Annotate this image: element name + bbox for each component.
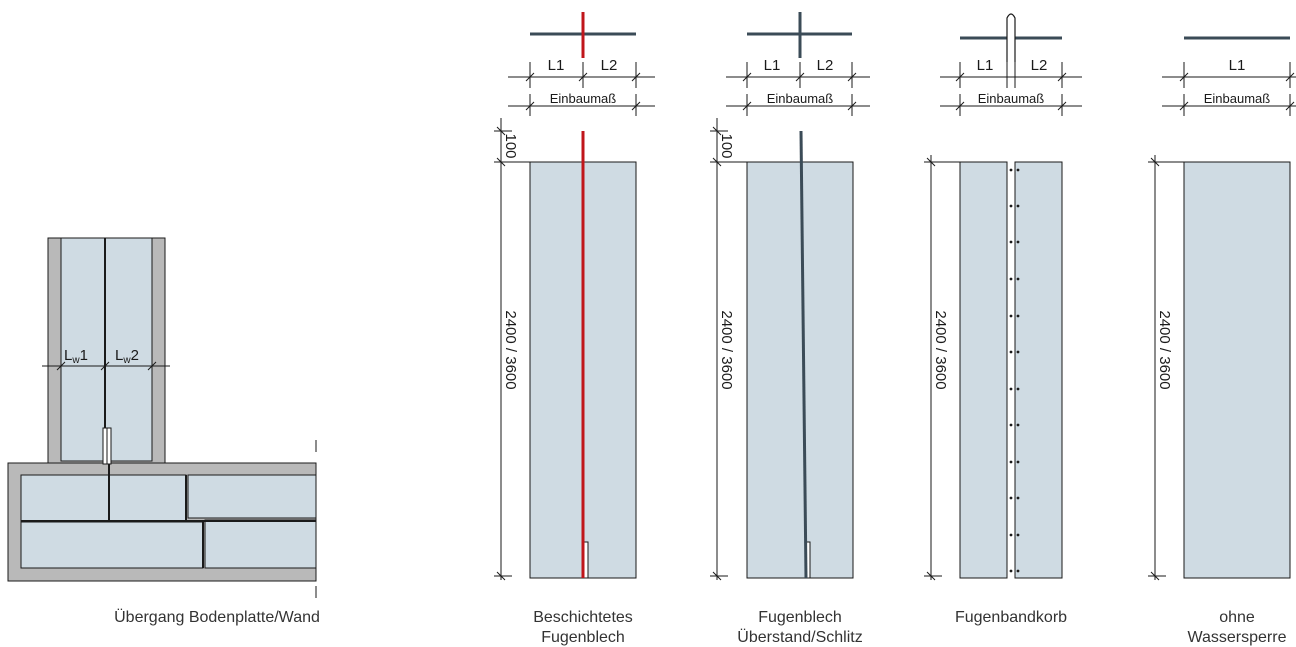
slab-element — [204, 519, 317, 569]
variant-caption: Fugenbandkorb — [955, 609, 1067, 626]
variant-caption: Überstand/Schlitz — [737, 628, 862, 646]
l2-label: L2 — [601, 57, 618, 74]
panel-height-label: 2400 / 3600 — [1156, 310, 1173, 389]
joint-sheet — [799, 130, 808, 579]
lw1-label: Lw1 — [64, 347, 88, 366]
panel-height-label: 2400 / 3600 — [932, 310, 949, 389]
slab-element — [20, 521, 204, 569]
variant-caption: Wassersperre — [1188, 629, 1287, 646]
coated-sheet-icon — [530, 12, 636, 58]
l2-label: L2 — [817, 57, 834, 74]
joint-basket-icon — [960, 13, 1062, 62]
slab-element — [20, 474, 110, 522]
slab-element — [108, 474, 187, 522]
wall-element-right — [104, 237, 153, 462]
installation-width-label: Einbaumaß — [978, 91, 1045, 106]
l1-label: L1 — [1229, 57, 1246, 74]
variant-joint-basket: L1 L2 Einbaumaß 2400 / 3600 Fu — [924, 13, 1082, 626]
variant-caption: ohne — [1219, 609, 1255, 626]
variant-caption: Fugenblech — [541, 629, 625, 646]
sheet-cross-icon — [747, 12, 852, 58]
wall-panel-left — [959, 161, 1008, 579]
installation-width-label: Einbaumaß — [550, 91, 617, 106]
wall-panel — [1183, 161, 1291, 579]
installation-width-label: Einbaumaß — [767, 91, 834, 106]
variant-coated-sheet: L1 L2 Einbaumaß 100 2400 / 3600 Beschich… — [494, 12, 655, 646]
variant-no-waterstop: L1 Einbaumaß 2400 / 3600 ohne Wassersper… — [1148, 36, 1296, 646]
variant-caption: Beschichtetes — [533, 609, 633, 626]
panel-height-label: 2400 / 3600 — [718, 310, 735, 389]
basket-anchor-dots — [1009, 168, 1020, 573]
lw2-label: Lw2 — [115, 347, 139, 366]
l1-label: L1 — [548, 57, 565, 74]
l2-label: L2 — [1031, 57, 1048, 74]
l1-label: L1 — [977, 57, 994, 74]
l1-label: L1 — [764, 57, 781, 74]
slab-wall-detail: Lw1 Lw2 Übergang Bodenplatte/Wand — [7, 237, 320, 626]
variant-sheet-slot: L1 L2 Einbaumaß 100 2400 / 3600 Fugenble… — [710, 12, 870, 646]
detail-caption: Übergang Bodenplatte/Wand — [114, 608, 320, 626]
top-overhang-label: 100 — [718, 133, 735, 158]
installation-width-label: Einbaumaß — [1204, 91, 1271, 106]
top-overhang-label: 100 — [502, 133, 519, 158]
panel-height-label: 2400 / 3600 — [502, 310, 519, 389]
wall-panel-right — [1014, 161, 1063, 579]
variant-caption: Fugenblech — [758, 609, 842, 626]
wall-panel — [746, 161, 854, 579]
slab-element — [187, 474, 317, 519]
wall-element-left — [60, 237, 106, 462]
